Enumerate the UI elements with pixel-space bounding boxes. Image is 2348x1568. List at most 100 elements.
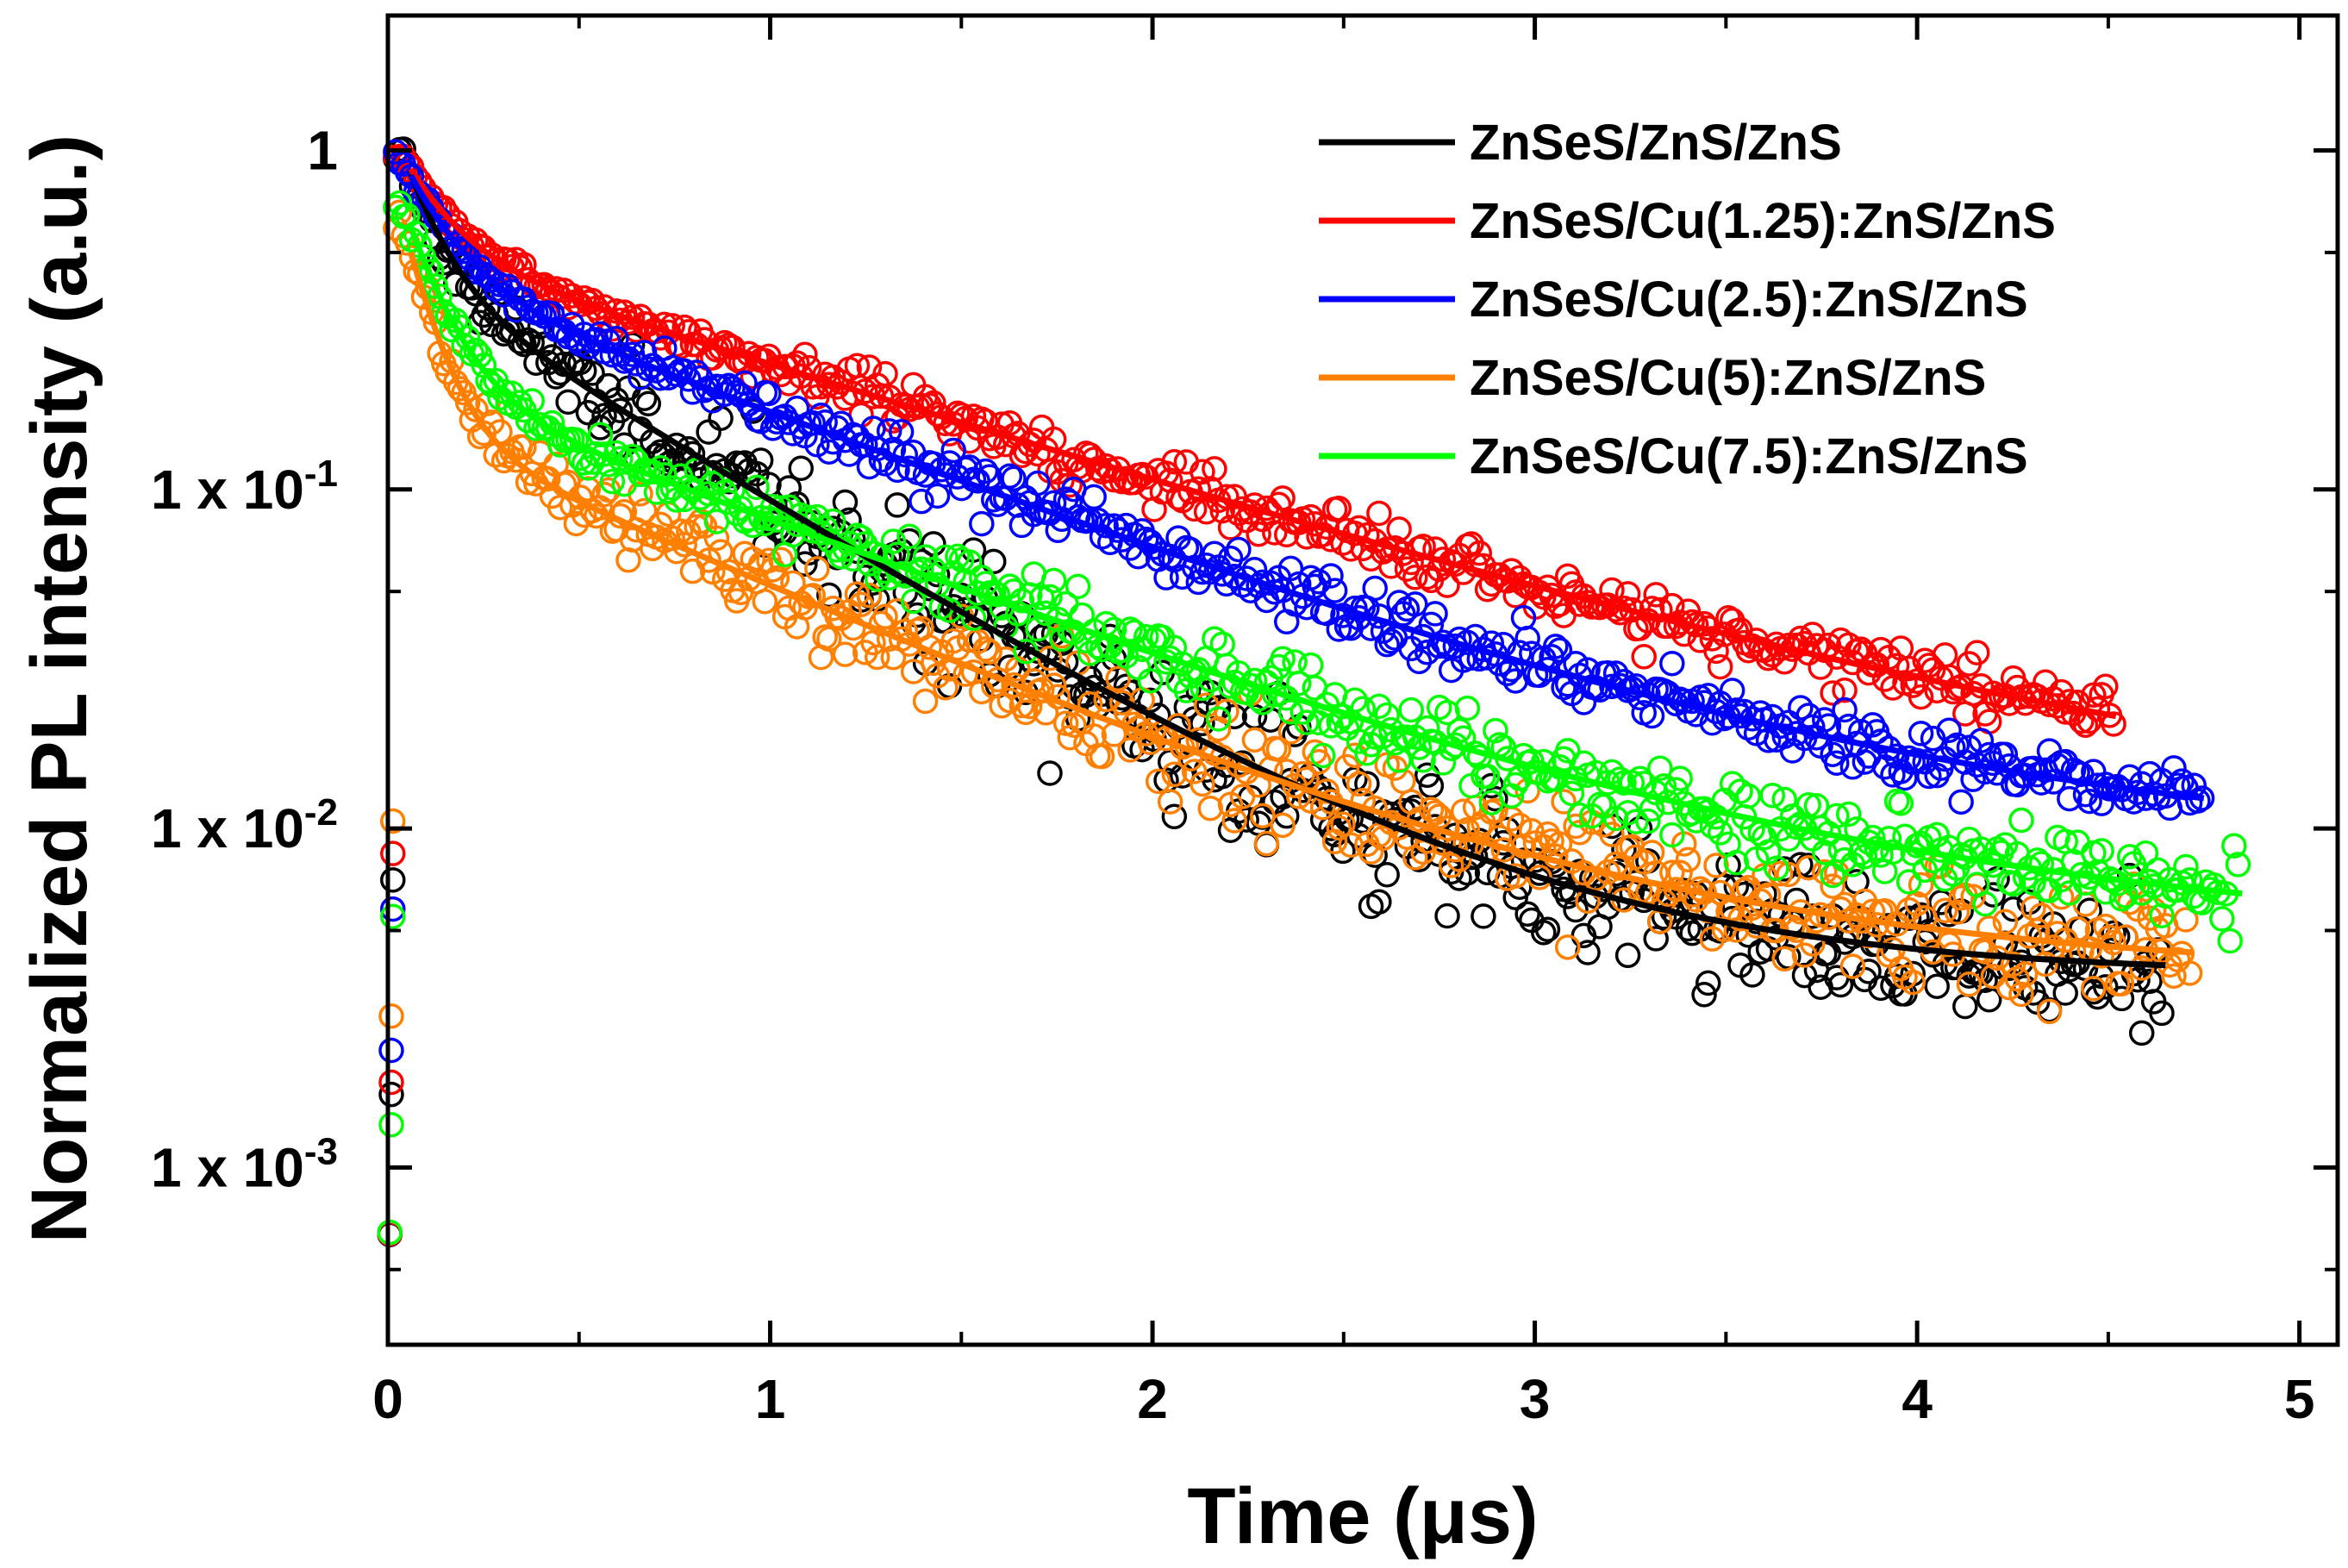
legend: ZnSeS/ZnS/ZnS ZnSeS/Cu(1.25):ZnS/ZnS ZnSeS… (1319, 115, 2056, 484)
data-point (1964, 640, 1990, 665)
data-point (856, 582, 883, 609)
data-point (864, 644, 890, 671)
data-point (1699, 626, 1726, 652)
data-point (1294, 709, 1320, 735)
data-point (1900, 969, 1926, 996)
x-tick-label: 5 (2284, 1368, 2315, 1430)
data-point (1531, 920, 1557, 946)
data-point (1342, 687, 1368, 713)
legend-label: ZnSeS/Cu(7.5):ZnS/ZnS (1470, 428, 2028, 484)
data-point (1306, 748, 1332, 775)
data-point (1691, 982, 1717, 1008)
data-point (1398, 697, 1424, 723)
data-point (1820, 862, 1845, 889)
data-point (848, 524, 874, 551)
x-tick-label: 1 (755, 1368, 786, 1430)
data-point (2012, 961, 2039, 987)
data-point (2217, 928, 2243, 954)
data-point (2101, 929, 2126, 956)
data-point (1779, 915, 1806, 940)
data-point (2093, 673, 2119, 700)
data-point (1033, 700, 1059, 726)
data-point (1739, 962, 1765, 988)
data-point (1454, 859, 1481, 886)
data-point (380, 903, 406, 929)
data-point (957, 549, 983, 575)
data-point (2149, 1000, 2175, 1027)
data-point (1695, 970, 1721, 996)
data-point (969, 678, 995, 705)
legend-label: ZnSeS/Cu(1.25):ZnS/ZnS (1470, 193, 2056, 249)
data-point (380, 896, 406, 922)
data-point (511, 434, 537, 460)
data-point (378, 1003, 404, 1029)
data-point (1888, 790, 1914, 816)
data-point (1771, 946, 1797, 972)
data-point (1346, 771, 1372, 797)
data-point (1992, 909, 2019, 934)
data-point (1675, 846, 1702, 873)
data-point (1723, 849, 1750, 876)
data-point (1013, 699, 1039, 726)
data-point (2176, 960, 2203, 986)
data-point (1326, 496, 1352, 522)
data-point (1374, 861, 1400, 888)
data-point (1202, 456, 1227, 482)
data-point (380, 840, 406, 866)
data-point (1161, 803, 1188, 830)
data-point (816, 582, 842, 609)
data-point (1214, 698, 1240, 725)
data-point (1519, 818, 1545, 844)
data-point (1647, 597, 1673, 623)
data-point (1362, 575, 1388, 602)
data-point (591, 481, 617, 508)
data-point (2221, 833, 2247, 859)
data-point (1250, 803, 1276, 829)
data-point (1976, 987, 2002, 1013)
data-point (2161, 963, 2187, 990)
data-point (2020, 755, 2046, 782)
data-point (519, 388, 545, 414)
data-point (2108, 971, 2135, 997)
data-point (575, 455, 602, 481)
data-point (511, 397, 537, 423)
data-point (960, 605, 987, 631)
data-point (1025, 470, 1051, 497)
data-point (2072, 712, 2099, 738)
data-point (912, 544, 939, 570)
data-point (463, 397, 489, 422)
data-point (1514, 625, 1540, 652)
data-point (380, 867, 406, 893)
data-point (909, 488, 934, 515)
data-point (981, 548, 1007, 575)
data-point (1956, 971, 1983, 997)
data-point (1659, 650, 1685, 677)
data-point (587, 415, 614, 440)
data-point (1028, 584, 1055, 611)
data-point (1037, 760, 1063, 786)
data-point (555, 389, 581, 415)
y-axis-title: Normalized PL intensity (a.u.) (16, 134, 103, 1244)
data-point (1226, 536, 1252, 563)
data-point (1599, 821, 1625, 847)
fit-layer (408, 166, 2243, 969)
data-point (1764, 855, 1789, 881)
data-point (1466, 540, 1493, 566)
data-point (378, 1069, 404, 1096)
data-point (1832, 697, 1858, 723)
data-point (2028, 851, 2055, 877)
data-point (2028, 903, 2055, 928)
data-point (1795, 792, 1821, 818)
data-point (880, 528, 907, 554)
data-point (1546, 637, 1573, 663)
data-point (1543, 634, 1569, 659)
data-point (1707, 653, 1733, 680)
data-point (1402, 591, 1428, 617)
data-point (1246, 521, 1271, 547)
data-point (2000, 871, 2026, 897)
data-point (1321, 578, 1348, 603)
data-point (1253, 830, 1280, 857)
data-point (1972, 759, 1998, 785)
data-point (398, 163, 425, 190)
data-point (1908, 684, 1934, 710)
